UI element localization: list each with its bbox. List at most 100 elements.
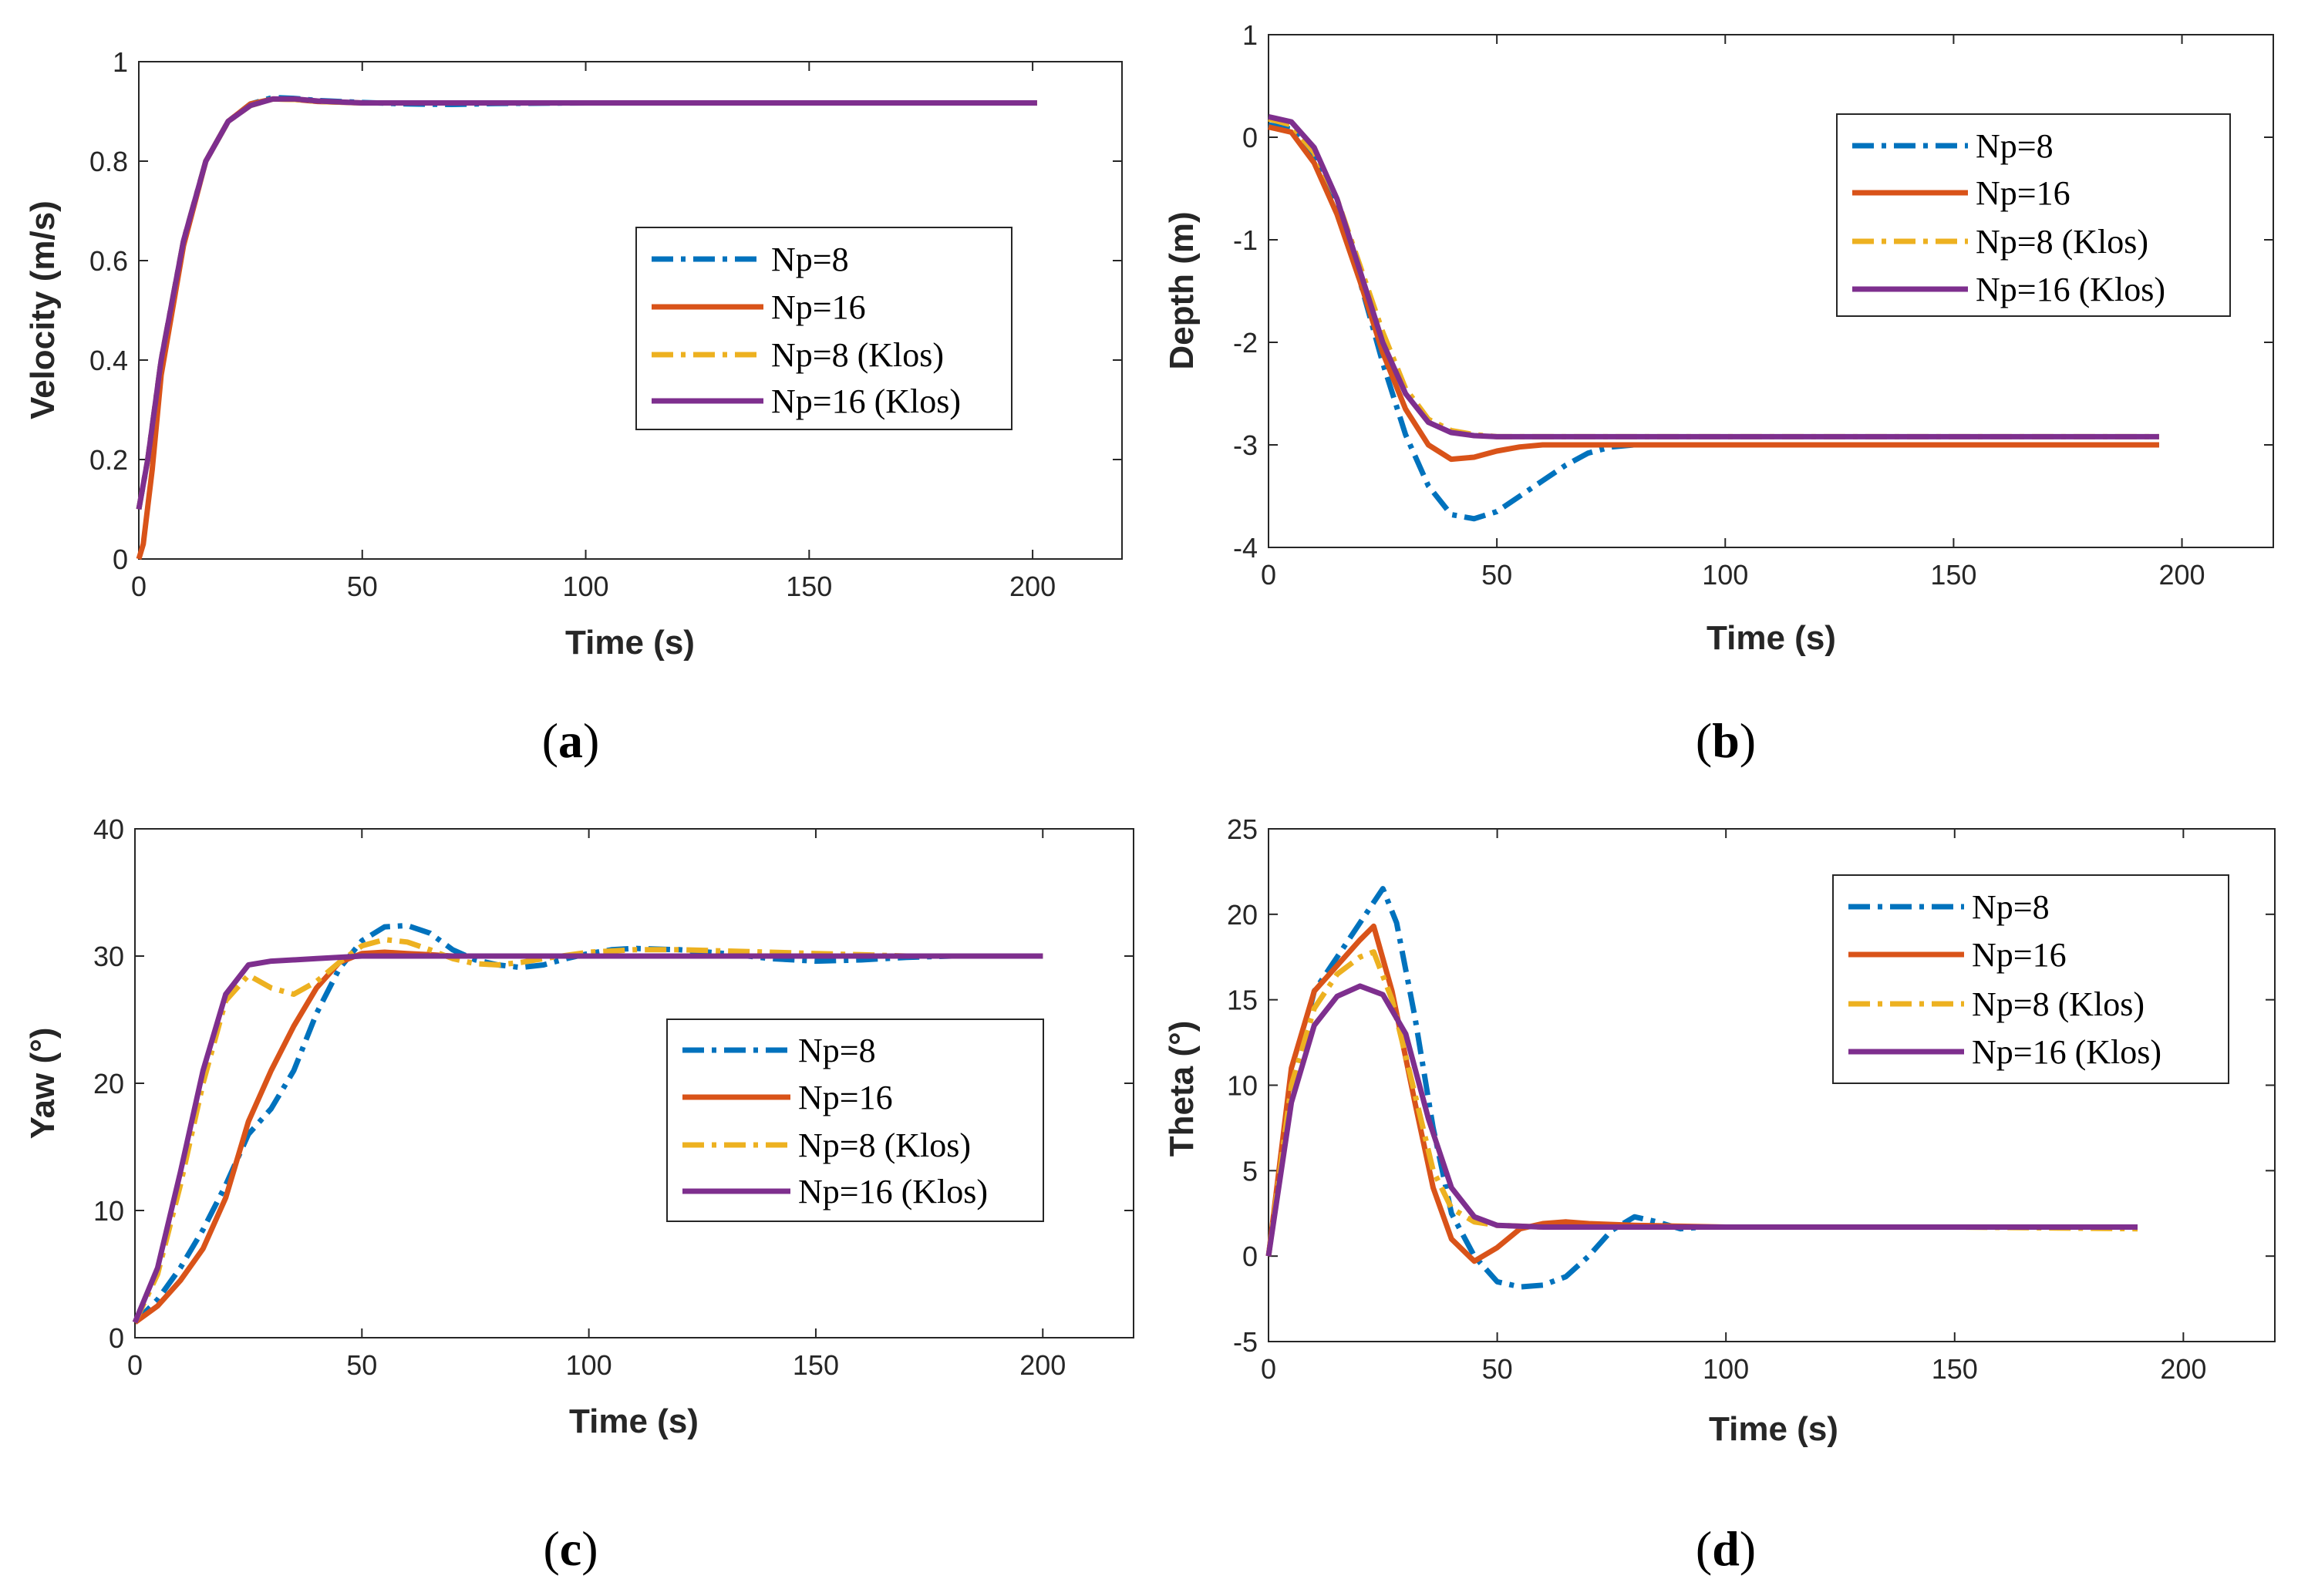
x-ticks-d: 0 50 100 150 200: [1261, 829, 2206, 1385]
x-tick-label-c-3: 150: [793, 1349, 839, 1381]
y-tick-label-a-2: 0.4: [89, 345, 128, 376]
y-tick-label-b-3: -1: [1233, 224, 1258, 256]
x-tick-label-b-2: 100: [1702, 559, 1748, 591]
legend-label-d-3: Np=16 (Klos): [1972, 1033, 2161, 1071]
series-line-b-3: [1268, 113, 2159, 439]
legend-label-a-3: Np=16 (Klos): [771, 382, 961, 420]
y-tick-label-a-0: 0: [113, 544, 128, 575]
series-line-c-3: [132, 953, 1043, 1324]
y-tick-label-a-4: 0.8: [89, 146, 128, 177]
y-ticks-d: -5 0 5 10 15 20 25: [1227, 813, 2275, 1358]
x-tick-label-d-3: 150: [1932, 1353, 1978, 1385]
y-tick-label-d-6: 25: [1227, 813, 1258, 845]
y-tick-label-d-0: -5: [1233, 1326, 1258, 1358]
x-tick-label-c-0: 0: [127, 1349, 143, 1381]
y-ticks-b: -4 -3 -2 -1 0 1: [1233, 19, 2273, 564]
series-group-b: [1268, 113, 2159, 522]
x-tick-label-a-1: 50: [347, 571, 378, 602]
series-group-c: [132, 922, 1043, 1325]
x-axis-label-d: Time (s): [1709, 1410, 1838, 1448]
y-tick-label-a-5: 1: [113, 46, 128, 78]
y-tick-label-d-2: 5: [1242, 1155, 1258, 1187]
chart-b: 0 50 100 150 200 -4 -3 -2 -1 0 1 Time (s) Depth (…: [1163, 19, 2274, 768]
y-tick-label-c-2: 20: [93, 1068, 124, 1099]
legend-label-d-1: Np=16: [1972, 936, 2067, 974]
panel-label-b: (b): [1696, 713, 1756, 768]
x-tick-label-b-4: 200: [2159, 559, 2205, 591]
legend-label-c-3: Np=16 (Klos): [798, 1173, 988, 1210]
legend-label-a-1: Np=16: [771, 288, 866, 326]
x-tick-label-b-3: 150: [1930, 559, 1976, 591]
y-tick-label-a-3: 0.6: [89, 245, 128, 277]
y-tick-label-d-1: 0: [1242, 1241, 1258, 1272]
panel-letter-c: c: [560, 1521, 581, 1576]
legend-label-d-0: Np=8: [1972, 888, 2050, 926]
x-axis-label-c: Time (s): [569, 1402, 699, 1440]
series-line-d-0: [1265, 886, 2138, 1290]
x-tick-label-a-2: 100: [563, 571, 609, 602]
legend-label-a-2: Np=8 (Klos): [771, 336, 944, 374]
y-tick-label-c-4: 40: [93, 813, 124, 845]
legend-label-b-2: Np=8 (Klos): [1976, 223, 2148, 261]
panel-label-a: (a): [542, 713, 600, 768]
series-line-d-3: [1265, 983, 2138, 1257]
x-ticks-c: 0 50 100 150 200: [127, 829, 1066, 1381]
y-axis-label-d: Theta (°): [1163, 1021, 1201, 1157]
series-group-a: [136, 94, 1037, 561]
legend-label-c-2: Np=8 (Klos): [798, 1126, 971, 1164]
y-ticks-c: 0 10 20 30 40: [93, 813, 1134, 1354]
y-tick-label-d-5: 20: [1227, 899, 1258, 931]
legend-label-d-2: Np=8 (Klos): [1972, 985, 2145, 1023]
y-tick-label-c-0: 0: [109, 1322, 124, 1354]
x-ticks-b: 0 50 100 150 200: [1261, 35, 2205, 591]
y-tick-label-b-0: -4: [1233, 532, 1258, 564]
y-tick-label-c-3: 30: [93, 941, 124, 972]
x-tick-label-d-2: 100: [1703, 1353, 1749, 1385]
y-tick-label-d-4: 15: [1227, 985, 1258, 1016]
x-ticks-a: 0 50 100 150 200: [131, 62, 1056, 602]
x-tick-label-c-2: 100: [566, 1349, 612, 1381]
legend-label-c-1: Np=16: [798, 1079, 893, 1116]
panel-label-d: (d): [1696, 1521, 1756, 1576]
y-axis-label-b: Depth (m): [1163, 211, 1201, 369]
x-tick-label-a-3: 150: [786, 571, 832, 602]
y-tick-label-d-3: 10: [1227, 1070, 1258, 1102]
x-tick-label-a-0: 0: [131, 571, 147, 602]
x-tick-label-d-0: 0: [1261, 1353, 1276, 1385]
legend-label-c-0: Np=8: [798, 1032, 876, 1069]
x-tick-label-c-4: 200: [1019, 1349, 1066, 1381]
y-ticks-a: 0 0.2 0.4 0.6 0.8 1: [89, 46, 1122, 575]
series-line-b-1: [1268, 124, 2159, 463]
series-line-a-3: [136, 96, 1037, 510]
panel-label-c: (c): [543, 1521, 598, 1576]
legend-box-d: [1832, 874, 2229, 1084]
y-tick-label-b-2: -2: [1233, 327, 1258, 359]
y-tick-label-b-4: 0: [1242, 122, 1258, 153]
legend-a: Np=8 Np=16 Np=8 (Klos) Np=16 (Klos): [635, 227, 1012, 430]
legend-label-a-0: Np=8: [771, 241, 849, 278]
legend-label-b-0: Np=8: [1976, 127, 2054, 165]
x-tick-label-a-4: 200: [1009, 571, 1056, 602]
x-tick-label-d-4: 200: [2160, 1353, 2206, 1385]
legend-label-b-3: Np=16 (Klos): [1976, 271, 2165, 308]
x-tick-label-c-1: 50: [346, 1349, 377, 1381]
x-tick-label-d-1: 50: [1482, 1353, 1513, 1385]
y-tick-label-c-1: 10: [93, 1195, 124, 1227]
panel-letter-b: b: [1712, 713, 1740, 768]
x-axis-label-a: Time (s): [565, 624, 695, 662]
legend-label-b-1: Np=16: [1976, 174, 2070, 212]
panel-letter-d: d: [1712, 1521, 1740, 1576]
y-tick-label-b-1: -3: [1233, 429, 1258, 461]
legend-box-c: [666, 1019, 1044, 1222]
series-group-d: [1265, 886, 2138, 1290]
x-axis-label-b: Time (s): [1707, 619, 1836, 657]
y-tick-label-a-1: 0.2: [89, 444, 128, 476]
legend-c: Np=8 Np=16 Np=8 (Klos) Np=16 (Klos): [666, 1019, 1044, 1222]
x-tick-label-b-0: 0: [1261, 559, 1276, 591]
legend-d: Np=8 Np=16 Np=8 (Klos) Np=16 (Klos): [1832, 874, 2229, 1084]
legend-b: Np=8 Np=16 Np=8 (Klos) Np=16 (Klos): [1836, 113, 2231, 317]
x-tick-label-b-1: 50: [1481, 559, 1512, 591]
y-axis-label-c: Yaw (°): [24, 1028, 62, 1140]
